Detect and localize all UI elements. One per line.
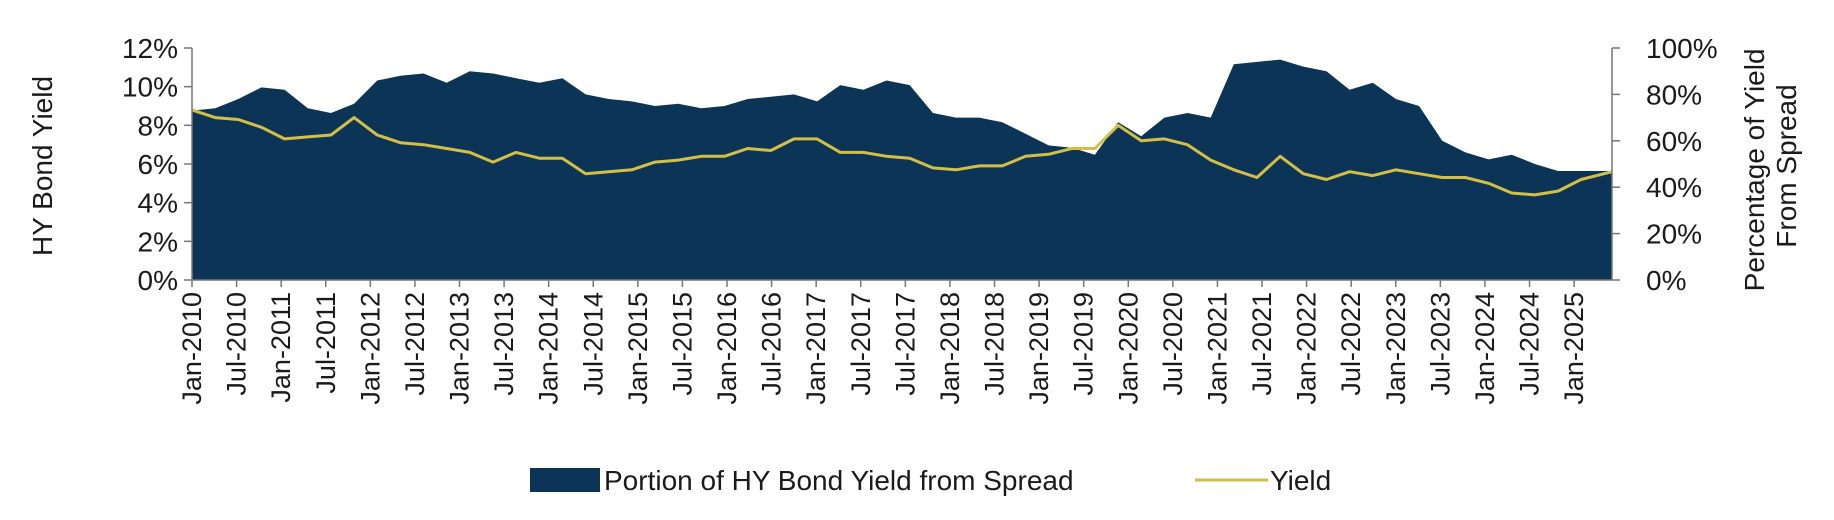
- x-tick-label: Jan-2021: [1202, 292, 1232, 405]
- right-tick-label: 0%: [1646, 265, 1686, 296]
- x-tick-label: Jul-2014: [578, 292, 608, 396]
- right-tick-label: 100%: [1646, 33, 1718, 64]
- x-tick-label: Jan-2013: [445, 292, 475, 405]
- right-tick-label: 80%: [1646, 79, 1702, 110]
- left-tick-label: 8%: [138, 110, 178, 141]
- right-tick-label: 40%: [1646, 172, 1702, 203]
- x-tick-label: Jul-2010: [222, 292, 252, 396]
- x-tick-label: Jul-2023: [1425, 292, 1455, 396]
- left-tick-label: 0%: [138, 265, 178, 296]
- spread-area-layer: [192, 59, 1612, 280]
- left-axis-title: HY Bond Yield: [27, 76, 58, 256]
- right-tick-label: 60%: [1646, 126, 1702, 157]
- x-tick-label: Jan-2015: [623, 292, 653, 405]
- x-axis-ticks: Jan-2010 Jul-2010 Jan-2011 Jul-2011 Jan-2012…: [177, 280, 1589, 405]
- left-axis-ticks: 0% 2% 4% 6% 8% 10% 12%: [122, 33, 192, 296]
- x-tick-label: Jul-2017: [846, 292, 876, 396]
- x-tick-label: Jan-2011: [266, 292, 296, 403]
- x-tick-label: Jan-2022: [1292, 292, 1322, 405]
- x-tick-label: Jan-2024: [1470, 292, 1500, 405]
- x-tick-label: Jan-2016: [712, 292, 742, 405]
- x-tick-label: Jul-2016: [757, 292, 787, 396]
- x-tick-label: Jul-2012: [400, 292, 430, 396]
- x-tick-label: Jul-2019: [1069, 292, 1099, 396]
- x-tick-label: Jul-2017: [890, 292, 920, 396]
- legend: Portion of HY Bond Yield from Spread Yie…: [530, 465, 1331, 496]
- yield-line-layer: [191, 108, 1613, 197]
- x-tick-label: Jan-2017: [801, 292, 831, 405]
- spread-area: [192, 59, 1612, 280]
- legend-label-yield: Yield: [1270, 465, 1331, 496]
- x-tick-label: Jul-2020: [1158, 292, 1188, 396]
- x-tick-label: Jan-2025: [1559, 292, 1589, 405]
- x-tick-label: Jul-2015: [667, 292, 697, 396]
- right-tick-label: 20%: [1646, 219, 1702, 250]
- right-axis-title: Percentage of Yield From Spread: [1739, 41, 1802, 292]
- x-tick-label: Jul-2013: [489, 292, 519, 396]
- x-tick-label: Jan-2014: [534, 292, 564, 405]
- x-tick-label: Jan-2023: [1381, 292, 1411, 405]
- left-tick-label: 2%: [138, 226, 178, 257]
- x-tick-label: Jan-2020: [1113, 292, 1143, 405]
- right-axis-title-line-1: Percentage of Yield: [1739, 48, 1770, 291]
- left-tick-label: 4%: [138, 188, 178, 219]
- x-tick-label: Jan-2010: [177, 292, 207, 405]
- legend-swatch-spread: [530, 468, 600, 492]
- x-tick-label: Jan-2012: [355, 292, 385, 405]
- x-tick-label: Jul-2024: [1515, 292, 1545, 396]
- right-axis-ticks: 0% 20% 40% 60% 80% 100%: [1612, 33, 1718, 296]
- legend-label-spread: Portion of HY Bond Yield from Spread: [604, 465, 1074, 496]
- x-tick-label: Jul-2018: [980, 292, 1010, 396]
- x-tick-label: Jul-2022: [1336, 292, 1366, 396]
- yield-line: [191, 108, 1613, 197]
- x-tick-label: Jul-2021: [1247, 292, 1277, 396]
- left-tick-label: 6%: [138, 149, 178, 180]
- right-axis-title-line-2: From Spread: [1771, 84, 1802, 247]
- x-tick-label: Jan-2018: [935, 292, 965, 405]
- x-tick-label: Jul-2011: [311, 292, 341, 394]
- left-tick-label: 12%: [122, 33, 178, 64]
- left-tick-label: 10%: [122, 72, 178, 103]
- x-tick-label: Jan-2019: [1024, 292, 1054, 405]
